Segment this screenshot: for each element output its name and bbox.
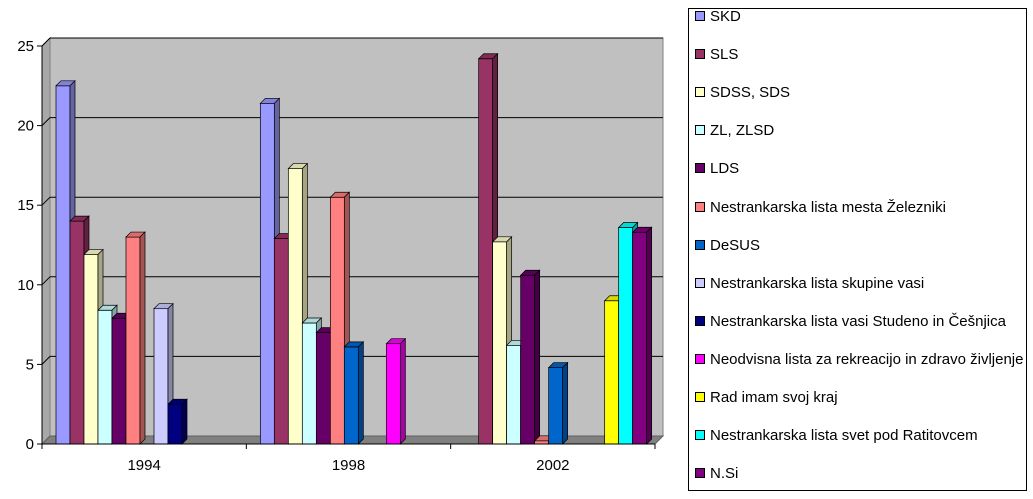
bar-front xyxy=(632,231,648,445)
x-tick-label: 1998 xyxy=(332,457,365,474)
legend-label: Nestrankarska lista mesta Železniki xyxy=(710,199,946,216)
bar-front xyxy=(548,367,564,445)
legend-swatch xyxy=(695,392,705,402)
bar xyxy=(631,226,653,445)
legend-swatch xyxy=(695,430,705,440)
bar-front xyxy=(520,274,536,445)
legend-label: SLS xyxy=(710,46,739,63)
x-tick-label: 1994 xyxy=(127,457,160,474)
bar-front xyxy=(153,308,169,445)
legend-label: Nestrankarska lista svet pod Ratitovcem xyxy=(710,427,978,444)
bar-front xyxy=(83,254,99,445)
bar-front xyxy=(55,85,71,445)
legend-label: LDS xyxy=(710,160,740,177)
y-tick-label: 20 xyxy=(17,118,34,135)
bar-front xyxy=(329,196,345,445)
bar-front xyxy=(259,102,275,445)
bar-front xyxy=(492,241,508,445)
bar-front xyxy=(273,238,289,445)
legend-swatch xyxy=(695,278,705,288)
legend-label: Rad imam svoj kraj xyxy=(710,389,838,406)
bar-front xyxy=(125,236,141,445)
bar-front xyxy=(618,227,634,445)
legend-swatch xyxy=(695,240,705,250)
gridline-diagonal xyxy=(41,196,51,206)
gridline-diagonal xyxy=(41,37,51,47)
y-tick-label: 10 xyxy=(17,277,34,294)
gridline-diagonal xyxy=(41,276,51,286)
bar-front xyxy=(97,309,113,445)
legend-label: ZL, ZLSD xyxy=(710,122,775,139)
bar-front xyxy=(111,317,127,445)
bar xyxy=(343,341,365,445)
bar xyxy=(547,361,569,445)
gridline-diagonal xyxy=(41,356,51,365)
bar-side xyxy=(357,341,364,445)
legend-label: DeSUS xyxy=(710,237,761,254)
bar-front xyxy=(385,343,401,445)
y-tick-label: 5 xyxy=(26,356,34,373)
legend-swatch xyxy=(695,316,705,326)
x-tick-label: 2002 xyxy=(536,457,569,474)
bar-front xyxy=(506,344,522,445)
legend-label: Nestrankarska lista skupine vasi xyxy=(710,275,925,292)
bar-front xyxy=(69,220,85,445)
legend-swatch xyxy=(695,163,705,173)
legend-swatch xyxy=(695,49,705,59)
bar-front xyxy=(315,332,331,445)
bar-front xyxy=(604,300,620,445)
legend-swatch xyxy=(695,468,705,478)
legend-label: Neodvisna lista za rekreacijo in zdravo … xyxy=(710,351,1024,368)
axes xyxy=(37,45,656,449)
legend-swatch xyxy=(695,125,705,135)
legend-label: SDSS, SDS xyxy=(710,84,791,101)
bar-side xyxy=(399,337,406,445)
y-tick-label: 0 xyxy=(26,436,34,453)
bar xyxy=(385,337,407,445)
legend-swatch xyxy=(695,354,705,364)
legend-label: Nestrankarska lista vasi Studeno in Češn… xyxy=(710,313,1006,330)
bar-side xyxy=(139,231,146,445)
bar xyxy=(125,231,146,445)
y-tick-label: 15 xyxy=(17,197,34,214)
y-tick-labels: 0 5 10 15 20 25 xyxy=(17,38,34,453)
legend-swatch xyxy=(695,87,705,97)
bar xyxy=(519,269,541,445)
y-tick-label: 25 xyxy=(17,38,34,55)
bar-front xyxy=(343,346,359,445)
bar-front xyxy=(301,322,317,445)
bar-side xyxy=(646,226,653,445)
legend-swatch xyxy=(695,11,705,21)
bar-side xyxy=(562,361,569,445)
bar-side xyxy=(534,269,541,445)
bar-front xyxy=(167,403,183,445)
bar-chart: 0 5 10 15 20 25 1994 1998 2002 xyxy=(17,36,665,474)
legend-label: N.Si xyxy=(710,465,739,482)
bar-side xyxy=(181,398,188,445)
legend: SKD SLS SDSS, SDS ZL, ZLSD LDS Nestrankarska … xyxy=(688,8,1027,491)
bar xyxy=(153,302,174,445)
bars xyxy=(55,52,653,445)
bar xyxy=(83,248,104,445)
bar xyxy=(167,398,188,445)
bar-front xyxy=(478,58,494,445)
x-tick-labels: 1994 1998 2002 xyxy=(127,457,569,474)
legend-label: SKD xyxy=(710,8,741,25)
plot-side-wall xyxy=(41,36,51,446)
legend-swatch xyxy=(695,202,705,212)
gridline-diagonal xyxy=(41,117,51,126)
bar-front xyxy=(287,168,303,445)
